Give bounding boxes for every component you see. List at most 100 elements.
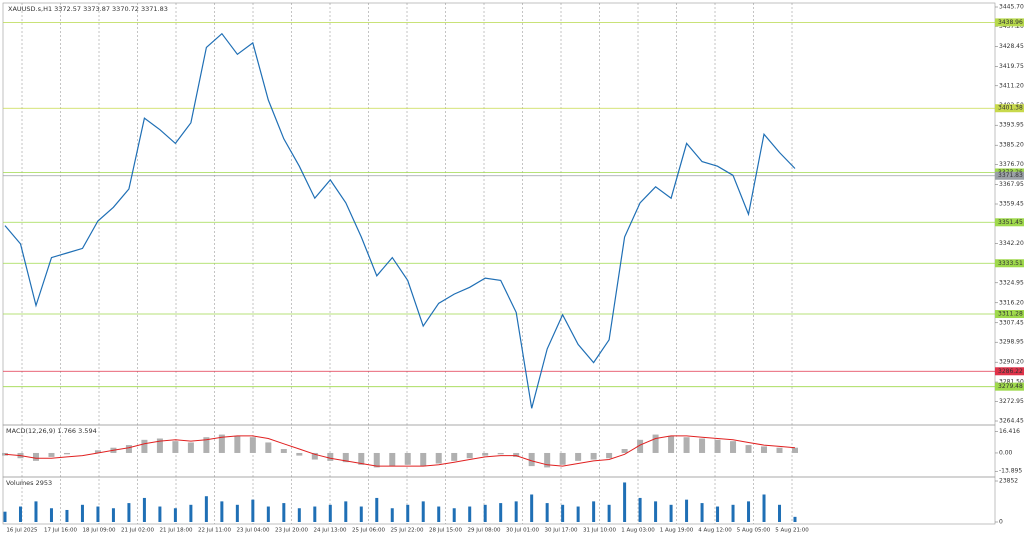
macd-bar <box>373 452 380 468</box>
macd-bar <box>528 452 535 467</box>
y-tick-label: 3385.20 <box>999 142 1024 149</box>
volume-bar <box>700 503 704 522</box>
y-tick-label: 3437.20 <box>999 23 1024 30</box>
volume-bar <box>158 506 162 522</box>
macd-bar <box>652 434 659 453</box>
volume-bar <box>793 516 797 522</box>
x-tick-label: 25 Jul 06:00 <box>352 528 385 534</box>
volume-bar <box>468 506 472 522</box>
x-tick-label: 4 Aug 12:00 <box>698 528 732 534</box>
volume-bar <box>437 506 441 522</box>
macd-bar <box>296 452 303 456</box>
x-tick-label: 17 Jul 16:00 <box>44 528 77 534</box>
volume-bar <box>375 497 379 522</box>
y-tick-label: 3324.95 <box>999 279 1024 286</box>
y-tick-label: 3290.20 <box>999 359 1024 366</box>
chart-title: XAUUSD.s,H1 3372.57 3373.87 3370.72 3371… <box>8 5 168 13</box>
volume-bar <box>49 508 53 522</box>
x-tick-label: 18 Jul 09:00 <box>83 528 116 534</box>
level-label: 3438.96 <box>998 19 1023 26</box>
volume-bar <box>111 508 115 522</box>
x-tick-label: 21 Jul 18:00 <box>160 528 193 534</box>
volume-bar <box>282 503 286 522</box>
level-tag <box>995 310 1024 319</box>
volume-bar <box>251 499 255 522</box>
macd-bar <box>761 446 768 453</box>
volume-pane <box>2 476 996 525</box>
volume-bar <box>731 504 735 522</box>
y-tick-label: 16.416 <box>999 428 1020 435</box>
volume-bar <box>545 503 549 522</box>
volume-bar <box>778 504 782 522</box>
y-tick-label: -13.895 <box>999 468 1022 475</box>
macd-bar <box>513 452 520 457</box>
x-tick-label: 1 Aug 19:00 <box>660 528 694 534</box>
volume-bar <box>96 506 100 522</box>
volume-bar <box>189 504 193 522</box>
volume-bar <box>592 501 596 522</box>
level-tag <box>995 104 1024 113</box>
volume-bar <box>390 508 394 522</box>
level-label: 3286.22 <box>998 368 1023 375</box>
macd-bar <box>745 445 752 453</box>
macd-bar <box>172 441 179 453</box>
macd-bar <box>389 452 396 467</box>
x-tick-label: 16 Jul 2025 <box>6 528 38 534</box>
macd-bar <box>141 439 148 453</box>
macd-bar <box>621 449 628 453</box>
y-tick-label: 3307.45 <box>999 319 1024 326</box>
macd-bar <box>730 441 737 453</box>
y-tick-label: 23852 <box>999 478 1018 485</box>
macd-bar <box>358 452 365 465</box>
volume-bar <box>762 494 766 522</box>
macd-bar <box>792 447 798 453</box>
y-tick-label: 3367.95 <box>999 181 1024 188</box>
macd-bar <box>451 452 458 461</box>
y-tick-label: 3393.95 <box>999 122 1024 129</box>
volume-bar <box>406 504 410 522</box>
volume-bar <box>328 504 332 522</box>
volume-bar <box>235 504 239 522</box>
price-line <box>4 32 796 409</box>
macd-bar <box>776 447 783 453</box>
level-label: 3351.45 <box>998 219 1023 226</box>
volume-bar <box>204 496 208 522</box>
macd-bar <box>125 445 132 453</box>
macd-bar <box>203 437 210 453</box>
volume-bar <box>421 501 425 522</box>
x-tick-label: 30 Jul 01:00 <box>506 528 539 534</box>
volume-bar <box>514 501 518 522</box>
volume-bar <box>452 508 456 522</box>
macd-bar <box>637 439 644 453</box>
x-tick-label: 23 Jul 20:00 <box>275 528 308 534</box>
macd-bar <box>559 452 566 465</box>
level-label: 3401.38 <box>998 105 1023 112</box>
x-tick-label: 22 Jul 11:00 <box>198 528 231 534</box>
macd-bar <box>714 439 721 453</box>
y-tick-label: 3411.20 <box>999 82 1024 89</box>
volume-bar <box>3 511 7 522</box>
y-tick-label: 0.00 <box>999 449 1013 456</box>
volume-bar <box>173 508 177 522</box>
macd-bar <box>280 449 287 453</box>
x-tick-label: 1 Aug 03:00 <box>621 528 655 534</box>
macd-bar <box>466 452 473 459</box>
macd-bar <box>234 435 241 453</box>
macd-bar <box>404 452 411 465</box>
x-tick-label: 24 Jul 13:00 <box>314 528 347 534</box>
volume-bar <box>638 497 642 522</box>
macd-bar <box>311 452 318 460</box>
macd-bar <box>187 442 194 453</box>
macd-bar <box>683 437 690 453</box>
x-tick-label: 25 Jul 22:00 <box>391 528 424 534</box>
volume-bar <box>623 482 627 522</box>
macd-bar <box>590 452 597 460</box>
level-label: 3279.48 <box>998 383 1023 390</box>
volume-bar <box>34 501 38 522</box>
level-tag <box>995 171 1024 180</box>
volume-bar <box>18 506 22 522</box>
macd-signal <box>4 435 796 467</box>
volume-bar <box>297 508 301 522</box>
level-label: 3311.28 <box>998 311 1023 318</box>
level-tag <box>995 382 1024 391</box>
